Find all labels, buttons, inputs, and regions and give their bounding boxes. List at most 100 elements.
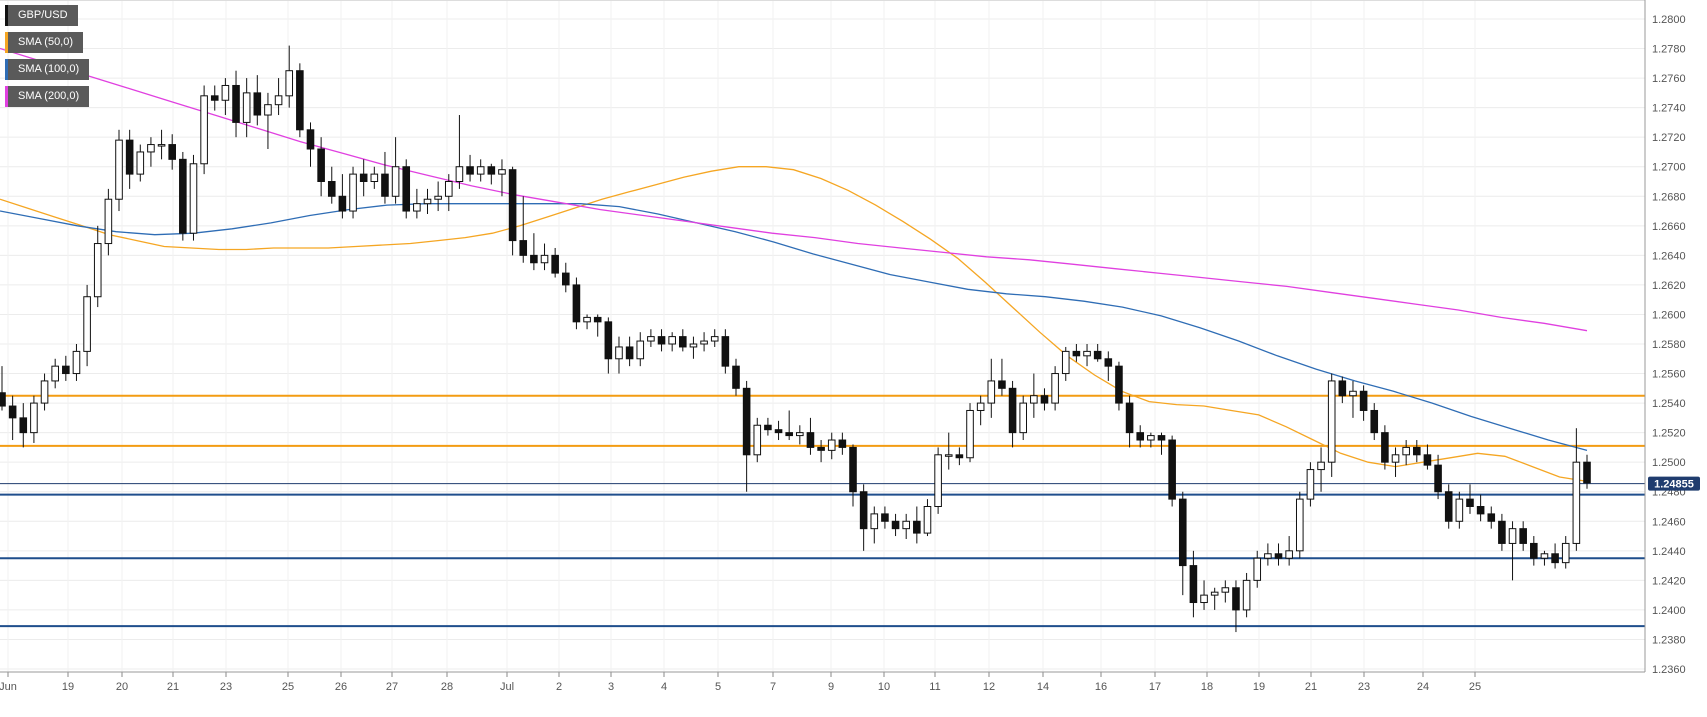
legend-item-sma50[interactable]: SMA (50,0): [5, 32, 84, 53]
candle-down: [1157, 435, 1166, 441]
x-tick-label: 20: [116, 681, 128, 693]
x-tick-label: 28: [441, 681, 453, 693]
y-tick-label: 1.2780: [1652, 44, 1686, 56]
candle-up: [242, 92, 251, 123]
candle-down: [859, 491, 868, 530]
candles: [0, 45, 1591, 633]
candle-up: [221, 84, 230, 101]
candle-down: [625, 346, 634, 360]
y-tick-label: 1.2700: [1652, 162, 1686, 174]
candle-down: [1413, 446, 1421, 456]
candle-down: [817, 446, 825, 451]
candle-up: [668, 336, 676, 345]
y-tick-label: 1.2360: [1652, 664, 1686, 676]
candle-down: [838, 439, 847, 448]
candle-up: [104, 198, 113, 245]
x-tick-label: 5: [715, 681, 721, 693]
candle-down: [1551, 553, 1559, 564]
candle-down: [1381, 432, 1389, 463]
x-tick-label: 17: [1149, 681, 1161, 693]
y-tick-label: 1.2440: [1652, 546, 1686, 558]
y-tick-label: 1.2500: [1652, 457, 1686, 469]
legend-label: SMA (100,0): [18, 63, 80, 75]
legend-label: GBP/USD: [18, 9, 68, 21]
candle-up: [827, 439, 836, 451]
candle-down: [806, 432, 815, 448]
x-tick-label: 27: [386, 681, 398, 693]
legend-item-gbpusd[interactable]: GBP/USD: [5, 5, 78, 26]
x-tick-label: 12: [983, 681, 995, 693]
x-tick-label: 23: [1358, 681, 1370, 693]
x-tick-label: 25: [1469, 681, 1481, 693]
candle-up: [700, 340, 708, 345]
candle-up: [274, 95, 283, 106]
legend-label: SMA (200,0): [18, 90, 80, 102]
candle-down: [179, 158, 187, 234]
candle-up: [1455, 498, 1464, 522]
x-tick-label: 10: [878, 681, 890, 693]
candle-down: [1115, 365, 1123, 404]
candle-down: [530, 254, 538, 264]
y-axis: 1.2800 1.2780 1.2760 1.2740 1.2720 1.2700 1.26…: [1644, 0, 1686, 676]
x-tick-label: 19: [1253, 681, 1265, 693]
x-tick-label: 16: [1095, 681, 1107, 693]
candle-down: [1434, 464, 1442, 493]
y-tick-label: 1.2560: [1652, 369, 1686, 381]
sma100-line: [0, 203, 1588, 452]
candle-up: [285, 70, 294, 97]
candle-down: [764, 424, 772, 431]
y-tick-label: 1.2460: [1652, 516, 1686, 528]
candle-up: [349, 173, 357, 212]
legend-item-sma100[interactable]: SMA (100,0): [5, 59, 90, 80]
candle-up: [647, 336, 655, 342]
y-tick-label: 1.2400: [1652, 605, 1686, 617]
candle-up: [30, 402, 38, 434]
candle-up: [923, 506, 932, 534]
candle-down: [8, 405, 17, 419]
candle-up: [434, 195, 442, 200]
candle-up: [1221, 587, 1230, 593]
y-tick-label: 1.2580: [1652, 339, 1686, 351]
candle-up: [870, 513, 879, 530]
horizontal-levels: [0, 394, 1645, 628]
candle-up: [1200, 594, 1208, 604]
candle-up: [710, 336, 719, 342]
candle-down: [359, 173, 368, 182]
candle-down: [1444, 491, 1453, 522]
y-tick-label: 1.2420: [1652, 575, 1686, 587]
candle-down: [210, 95, 219, 101]
candle-up: [147, 144, 155, 153]
x-tick-label: 18: [1201, 681, 1213, 693]
candle-down: [849, 446, 857, 493]
candle-down: [466, 166, 474, 175]
candle-up: [689, 343, 698, 348]
x-axis: Jun 19 20 21 23 25 26 27 28 Jul 2 3 4 5 7 9 10 11 12 14 16 17…: [0, 671, 1645, 693]
candle-down: [742, 387, 751, 456]
candle-up: [264, 104, 272, 116]
candle-down: [1168, 439, 1176, 500]
candle-up: [40, 380, 49, 404]
sma50-line: [0, 166, 1588, 483]
legend-item-sma200[interactable]: SMA (200,0): [5, 86, 90, 107]
candle-down: [955, 454, 964, 459]
y-tick-label: 1.2620: [1652, 280, 1686, 292]
x-tick-label: 7: [770, 681, 776, 693]
candle-down: [402, 166, 411, 212]
candle-up: [391, 166, 400, 197]
candle-down: [1072, 350, 1081, 357]
x-tick-label: Jun: [0, 681, 17, 693]
candle-down: [1232, 587, 1240, 611]
candle-down: [593, 316, 602, 323]
candle-down: [679, 336, 687, 348]
candle-down: [1370, 409, 1379, 434]
candle-down: [1519, 528, 1527, 544]
candle-down: [1136, 432, 1145, 441]
candle-up: [1306, 469, 1315, 500]
legend-label: SMA (50,0): [18, 36, 74, 48]
candle-up: [1317, 461, 1325, 471]
candle-down: [508, 169, 517, 242]
y-tick-label: 1.2640: [1652, 250, 1686, 262]
candle-up: [1253, 557, 1262, 581]
candle-up: [136, 151, 145, 175]
